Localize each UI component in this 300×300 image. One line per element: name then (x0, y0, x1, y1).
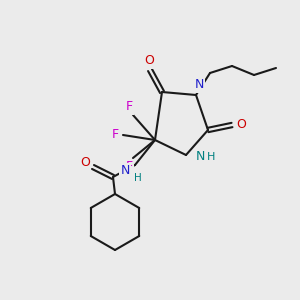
Text: O: O (144, 55, 154, 68)
Text: F: F (125, 100, 133, 113)
Text: O: O (236, 118, 246, 131)
Text: N: N (120, 164, 130, 176)
Text: O: O (80, 157, 90, 169)
Text: H: H (207, 152, 215, 162)
Text: F: F (125, 160, 133, 172)
Text: N: N (195, 151, 205, 164)
Text: F: F (111, 128, 118, 142)
Text: H: H (134, 173, 142, 183)
Text: N: N (194, 79, 204, 92)
